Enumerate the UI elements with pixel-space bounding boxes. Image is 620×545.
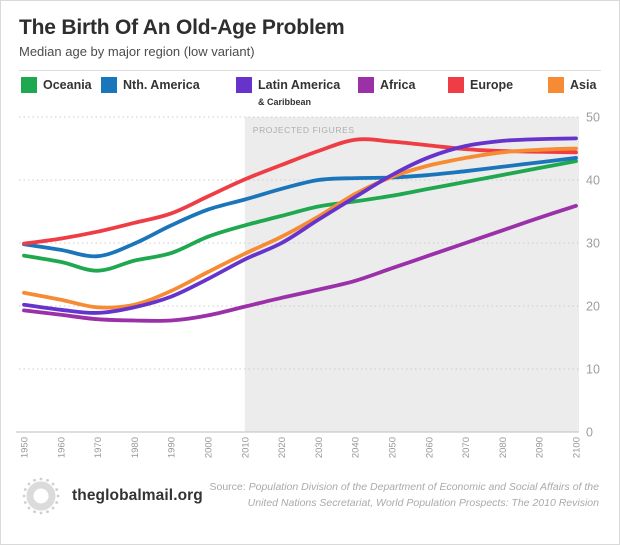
- legend-label: Nth. America: [123, 78, 200, 92]
- chart-legend: Oceania Nth. America Latin America & Caribb…: [1, 71, 619, 110]
- legend-swatch-icon: [448, 77, 464, 93]
- legend-item-nth-america: Nth. America: [101, 77, 200, 93]
- x-axis-label-2030: 2030: [314, 437, 325, 458]
- brand-name: theglobalmail.org: [72, 486, 203, 504]
- x-axis-label-2070: 2070: [461, 437, 472, 458]
- series-line-asia: [22, 146, 578, 310]
- y-axis-label-30: 30: [586, 237, 600, 251]
- x-axis-label-1990: 1990: [167, 437, 178, 458]
- legend-item-asia: Asia: [548, 77, 596, 93]
- legend-swatch-icon: [236, 77, 252, 93]
- x-axis-label-2000: 2000: [204, 437, 215, 458]
- series-line-nth-america: [22, 156, 578, 259]
- x-axis-label-2060: 2060: [424, 437, 435, 458]
- series-line-africa: [22, 203, 578, 323]
- legend-item-europe: Europe: [448, 77, 513, 93]
- series-line-europe: [22, 137, 578, 246]
- legend-swatch-icon: [101, 77, 117, 93]
- source-prefix: Source:: [209, 480, 249, 493]
- y-axis-label-50: 50: [586, 111, 600, 125]
- x-axis-label-2040: 2040: [351, 437, 362, 458]
- projected-figures-label: PROJECTED FIGURES: [253, 125, 355, 135]
- source-line-1: Population Division of the Department of…: [248, 480, 599, 493]
- median-age-chart: 0 10 20 30 40 50 PROJECTED FIGURES 1950 1960 1970…: [1, 110, 619, 468]
- legend-item-oceania: Oceania: [21, 77, 92, 93]
- page-title: The Birth Of An Old-Age Problem: [19, 16, 345, 39]
- legend-swatch-icon: [21, 77, 37, 93]
- x-axis-label-1980: 1980: [130, 437, 141, 458]
- y-axis-label-10: 10: [586, 363, 600, 377]
- x-axis-label-2100: 2100: [572, 437, 583, 458]
- y-axis-label-20: 20: [586, 300, 600, 314]
- legend-label: Oceania: [43, 78, 92, 92]
- legend-item-africa: Africa: [358, 77, 415, 93]
- series-line-oceania: [22, 159, 578, 273]
- legend-swatch-icon: [358, 77, 374, 93]
- page-subtitle: Median age by major region (low variant): [19, 44, 255, 59]
- x-axis-label-2050: 2050: [388, 437, 399, 458]
- series-line-latin-america-caribbean: [22, 136, 578, 315]
- legend-label: Asia: [570, 78, 597, 92]
- header-divider: [19, 70, 601, 71]
- chart-header: The Birth Of An Old-Age Problem Median a…: [1, 1, 619, 71]
- x-axis-label-2020: 2020: [277, 437, 288, 458]
- y-axis-label-40: 40: [586, 174, 600, 188]
- source-line-2: United Nations Secretariat, World Popula…: [247, 496, 599, 509]
- x-axis-label-1970: 1970: [93, 437, 104, 458]
- legend-label: Latin America: [258, 78, 341, 92]
- x-axis-label-2010: 2010: [240, 437, 251, 458]
- x-axis-label-1950: 1950: [20, 437, 31, 458]
- legend-swatch-icon: [548, 77, 564, 93]
- y-axis-label-0: 0: [586, 426, 593, 440]
- legend-label: Europe: [470, 78, 514, 92]
- footer: theglobalmail.org Source: Population Div…: [1, 468, 619, 527]
- legend-label: Africa: [380, 78, 416, 92]
- legend-item-latin-america: Latin America & Caribbean: [236, 77, 340, 109]
- x-axis-label-2090: 2090: [535, 437, 546, 458]
- legend-sublabel: & Caribbean: [258, 97, 312, 107]
- source-attribution: Source: Population Division of the Depar…: [210, 480, 600, 512]
- x-axis-label-1960: 1960: [56, 437, 67, 458]
- theglobalmail-logo-icon: [22, 477, 60, 514]
- x-axis-label-2080: 2080: [498, 437, 509, 458]
